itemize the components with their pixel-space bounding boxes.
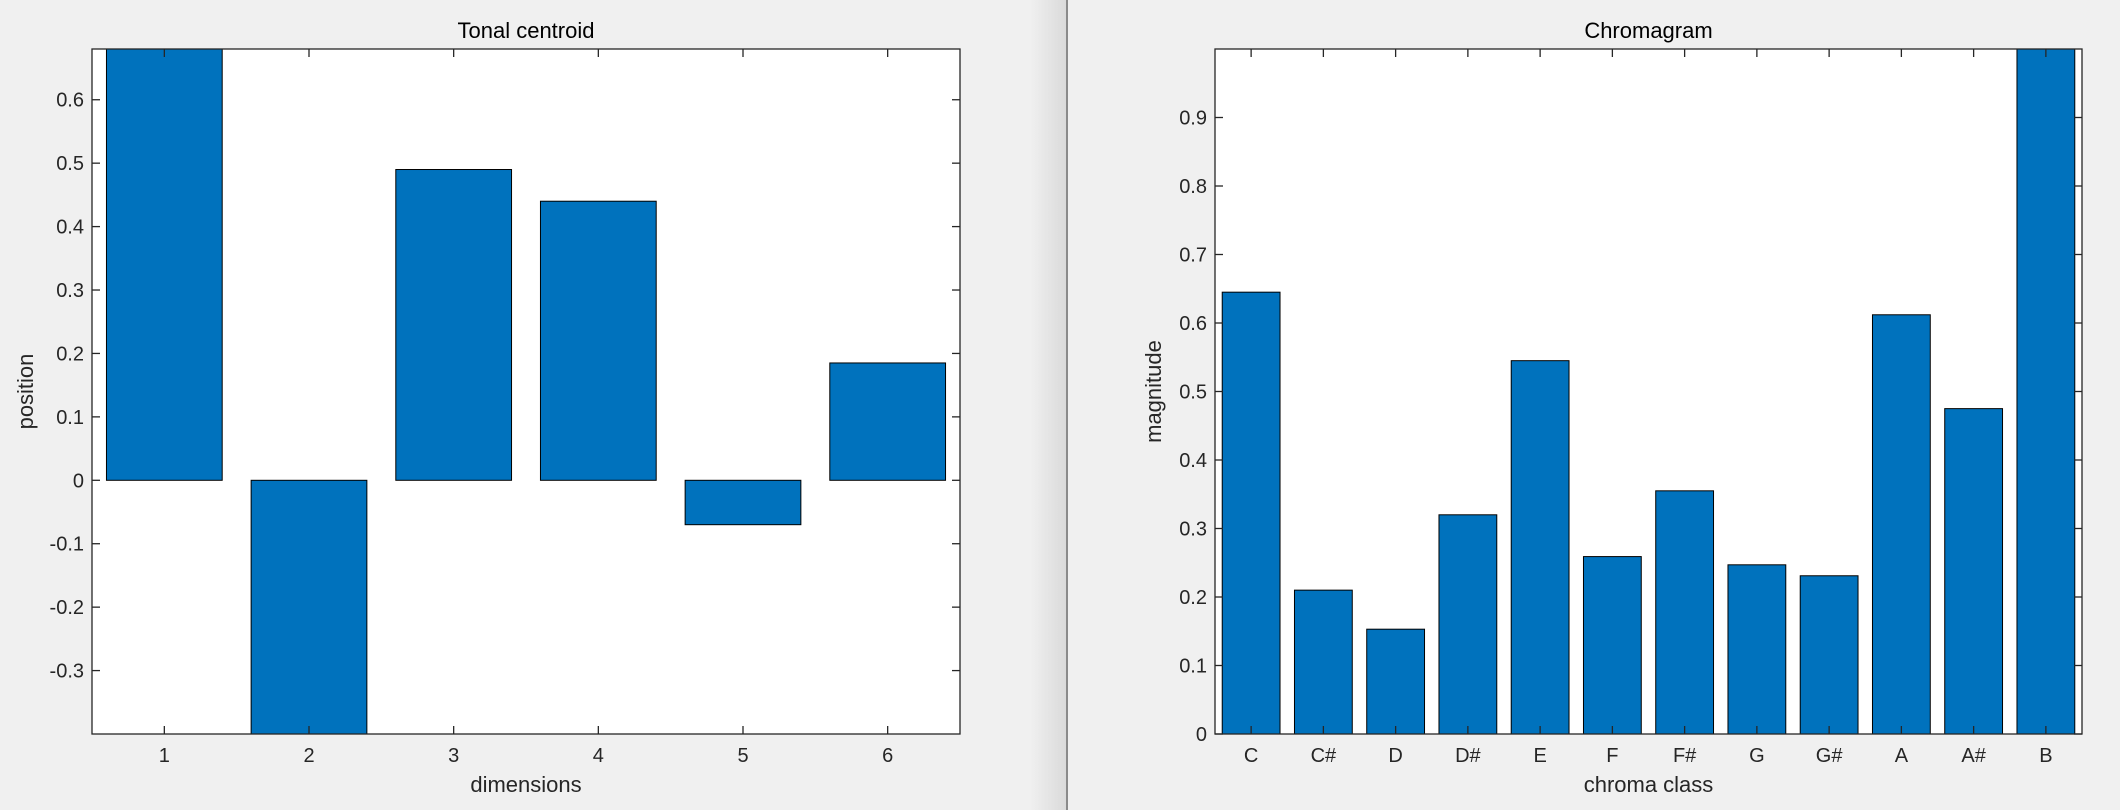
x-tick-label: 3 <box>448 745 459 767</box>
y-tick-label: 0.3 <box>56 280 84 302</box>
x-tick-label: D <box>1388 745 1402 767</box>
y-tick-label: 0.5 <box>56 153 84 175</box>
axes-frame <box>91 48 961 735</box>
bar-E <box>1510 360 1570 735</box>
x-tick-label: F# <box>1673 745 1697 767</box>
x-tick-label: B <box>2039 745 2052 767</box>
y-tick-label: 0 <box>73 470 84 492</box>
y-tick-label: 0.1 <box>56 407 84 429</box>
x-axis-label: dimensions <box>470 772 581 797</box>
y-tick-label: 0.1 <box>1179 656 1207 678</box>
y-tick-label: 0.6 <box>56 90 84 112</box>
plot-area <box>1215 49 2082 734</box>
bar-2 <box>250 479 368 735</box>
bar-B <box>2016 48 2076 735</box>
x-tick-label: E <box>1533 745 1546 767</box>
y-tick-label: 0.2 <box>1179 587 1207 609</box>
figure-panel-chromagram: 0 0.1 0.2 0.3 0.4 0.5 0.6 0.7 0.8 0.9 C C# D D# E F F# G G… <box>1068 0 2120 810</box>
y-tick-label: 0.5 <box>1179 382 1207 404</box>
bar-F <box>1582 556 1642 735</box>
y-axis-label: magnitude <box>1141 340 1166 443</box>
y-tick-label: -0.2 <box>50 597 84 619</box>
x-tick-label: G# <box>1816 745 1844 767</box>
bar-4 <box>539 200 657 481</box>
x-tick-label: 4 <box>593 745 604 767</box>
chart-title: Chromagram <box>1584 18 1712 43</box>
y-tick-label: 0.6 <box>1179 313 1207 335</box>
x-tick-label: C <box>1244 745 1258 767</box>
bar-G# <box>1799 575 1859 735</box>
bar-D <box>1366 628 1426 735</box>
figure-panel-tonal-centroid: -0.3 -0.2 -0.1 0 0.1 0.2 0.3 0.4 0.5 0.6 1 2 3 4 5 6 Ton… <box>13 18 961 797</box>
bar-A <box>1871 314 1931 735</box>
x-tick-label: F <box>1606 745 1618 767</box>
bar-1 <box>105 48 223 481</box>
y-tick-label: 0.9 <box>1179 108 1207 130</box>
bar-F# <box>1655 490 1715 735</box>
bar-C <box>1221 291 1281 735</box>
window-divider-shadow <box>1030 0 1066 810</box>
chromagram-chart: 0 0.1 0.2 0.3 0.4 0.5 0.6 0.7 0.8 0.9 C C# D D# E F F# G G… <box>1141 18 2083 797</box>
bar-G <box>1727 564 1787 735</box>
x-tick-label: 6 <box>882 745 893 767</box>
y-tick-label: 0.4 <box>1179 450 1207 472</box>
x-tick-label: 2 <box>303 745 314 767</box>
y-tick-label: 0 <box>1196 724 1207 746</box>
bar-6 <box>829 362 947 481</box>
y-tick-label: 0.4 <box>56 217 84 239</box>
chart-title: Tonal centroid <box>458 18 595 43</box>
bar-D# <box>1438 514 1498 735</box>
tonal-centroid-chart: -0.3 -0.2 -0.1 0 0.1 0.2 0.3 0.4 0.5 0.6 1 2 3 4 5 6 Ton… <box>13 18 961 797</box>
x-tick-label: C# <box>1311 745 1337 767</box>
y-tick-label: 0.2 <box>56 343 84 365</box>
x-tick-label: A# <box>1961 745 1986 767</box>
y-axis-label: position <box>13 354 38 430</box>
x-tick-label: G <box>1749 745 1765 767</box>
y-tick-label: 0.3 <box>1179 519 1207 541</box>
window-divider <box>1066 0 1068 810</box>
bar-3 <box>395 169 513 481</box>
y-tick-label: -0.3 <box>50 661 84 683</box>
bar-5 <box>684 479 802 526</box>
y-tick-label: 0.8 <box>1179 176 1207 198</box>
plot-area <box>92 49 960 734</box>
x-tick-label: 5 <box>737 745 748 767</box>
y-tick-label: 0.7 <box>1179 245 1207 267</box>
bar-C# <box>1293 589 1353 735</box>
bar-A# <box>1944 408 2004 735</box>
x-tick-label: 1 <box>159 745 170 767</box>
y-tick-label: -0.1 <box>50 534 84 556</box>
x-tick-label: A <box>1895 745 1909 767</box>
x-tick-label: D# <box>1455 745 1481 767</box>
x-axis-label: chroma class <box>1584 772 1714 797</box>
